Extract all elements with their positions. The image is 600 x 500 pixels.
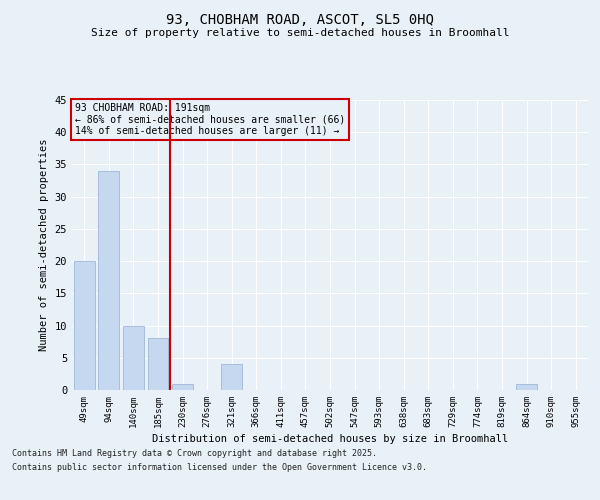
Text: 93 CHOBHAM ROAD: 191sqm
← 86% of semi-detached houses are smaller (66)
14% of se: 93 CHOBHAM ROAD: 191sqm ← 86% of semi-de…	[74, 103, 345, 136]
Bar	[148, 338, 169, 390]
Bar	[221, 364, 242, 390]
Bar	[172, 384, 193, 390]
Y-axis label: Number of semi-detached properties: Number of semi-detached properties	[39, 138, 49, 352]
Bar	[123, 326, 144, 390]
Text: Contains HM Land Registry data © Crown copyright and database right 2025.: Contains HM Land Registry data © Crown c…	[12, 448, 377, 458]
X-axis label: Distribution of semi-detached houses by size in Broomhall: Distribution of semi-detached houses by …	[152, 434, 508, 444]
Bar	[74, 261, 95, 390]
Text: Contains public sector information licensed under the Open Government Licence v3: Contains public sector information licen…	[12, 464, 427, 472]
Text: 93, CHOBHAM ROAD, ASCOT, SL5 0HQ: 93, CHOBHAM ROAD, ASCOT, SL5 0HQ	[166, 12, 434, 26]
Bar	[98, 171, 119, 390]
Text: Size of property relative to semi-detached houses in Broomhall: Size of property relative to semi-detach…	[91, 28, 509, 38]
Bar	[516, 384, 537, 390]
